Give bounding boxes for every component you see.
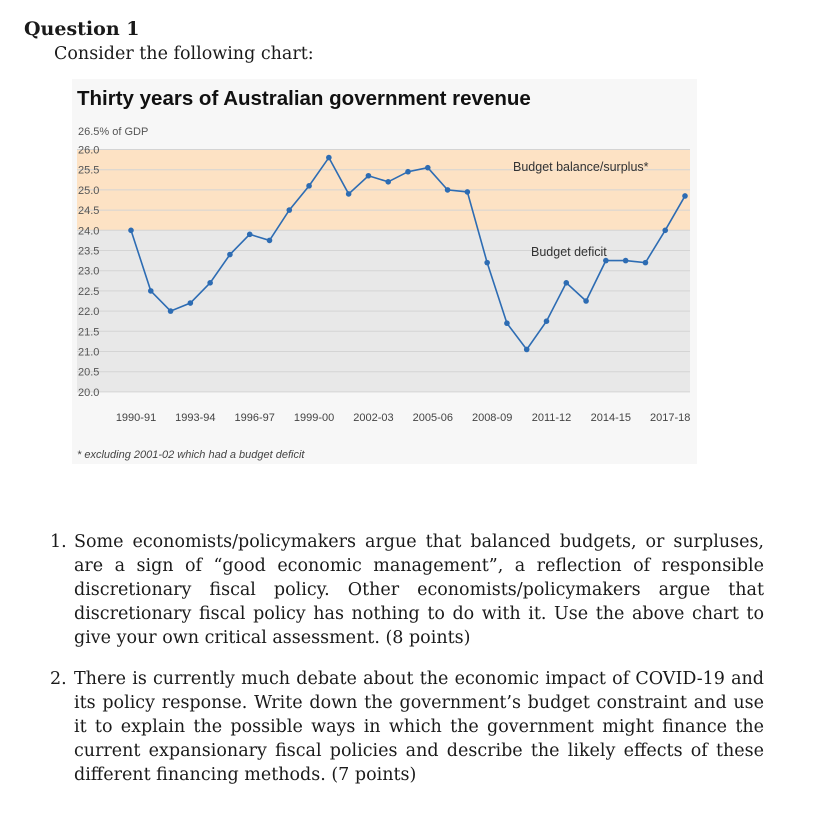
y-tick-label: 20.5 — [78, 367, 99, 379]
x-tick-label: 2008-09 — [472, 412, 512, 424]
y-tick-label: 25.0 — [78, 185, 99, 197]
data-point — [523, 346, 530, 353]
question-item-1: 1. Some economists/policymakers argue th… — [44, 530, 764, 650]
y-tick-label: 25.5 — [78, 165, 99, 177]
y-tick-label: 21.5 — [78, 326, 99, 338]
data-point — [504, 320, 510, 327]
surplus-band-label: Budget balance/surplus* — [513, 160, 649, 174]
chart-figure: Thirty years of Australian government re… — [72, 79, 697, 464]
x-tick-label: 1999-00 — [294, 412, 334, 424]
x-tick-label: 2002-03 — [353, 412, 393, 424]
y-tick-label: 23.5 — [78, 246, 99, 258]
question-number: 1. — [50, 532, 67, 552]
data-point — [345, 191, 352, 197]
y-tick-label: 22.5 — [78, 286, 99, 298]
y-tick-label: 26.0 — [78, 145, 99, 157]
question-title: Question 1 — [24, 18, 140, 40]
x-tick-label: 1996-97 — [235, 412, 275, 424]
x-tick-label: 2005-06 — [413, 412, 453, 424]
y-tick-label: 23.0 — [78, 266, 99, 278]
data-point — [405, 168, 411, 175]
x-tick-label: 1993-94 — [175, 412, 215, 424]
data-point — [286, 207, 293, 213]
chart-footnote: * excluding 2001-02 which had a budget d… — [77, 449, 305, 461]
data-point — [583, 298, 589, 304]
data-point — [444, 187, 451, 193]
question-intro: Consider the following chart: — [54, 44, 314, 64]
data-point — [246, 231, 253, 238]
y-tick-label: 24.5 — [78, 205, 99, 217]
data-point — [424, 164, 431, 171]
data-point — [622, 257, 629, 264]
question-item-2: 2. There is currently much debate about … — [44, 667, 764, 787]
data-point — [484, 259, 490, 266]
data-point — [266, 237, 273, 244]
question-list: 1. Some economists/policymakers argue th… — [44, 530, 764, 804]
data-point — [306, 183, 312, 189]
data-point — [662, 227, 669, 234]
data-point — [563, 280, 570, 286]
deficit-band-label: Budget deficit — [531, 245, 607, 259]
revenue-line-chart: Thirty years of Australian government re… — [77, 87, 690, 461]
data-point — [187, 300, 194, 306]
data-point — [167, 308, 174, 314]
question-text: There is currently much debate about the… — [74, 669, 764, 785]
data-point — [128, 227, 134, 234]
y-tick-label: 21.0 — [78, 347, 99, 359]
x-tick-label: 2017-18 — [650, 412, 690, 424]
x-tick-label: 1990-91 — [116, 412, 156, 424]
y-tick-label: 20.0 — [78, 387, 99, 399]
question-text: Some economists/policymakers argue that … — [74, 532, 764, 648]
chart-title: Thirty years of Australian government re… — [77, 87, 531, 110]
data-point — [365, 172, 372, 179]
data-point — [642, 259, 649, 266]
data-point — [326, 154, 332, 161]
y-axis-label: 26.5% of GDP — [78, 126, 148, 138]
data-point — [227, 251, 233, 258]
data-point — [543, 318, 550, 324]
y-tick-label: 22.0 — [78, 306, 99, 318]
data-point — [385, 179, 392, 185]
data-point — [464, 189, 471, 195]
x-tick-label: 2014-15 — [591, 412, 631, 424]
y-tick-label: 24.0 — [78, 225, 99, 237]
data-point — [682, 193, 688, 199]
question-number: 2. — [50, 669, 67, 689]
data-point — [147, 288, 154, 294]
data-point — [207, 280, 213, 286]
data-point — [603, 257, 609, 264]
x-tick-label: 2011-12 — [532, 412, 572, 424]
